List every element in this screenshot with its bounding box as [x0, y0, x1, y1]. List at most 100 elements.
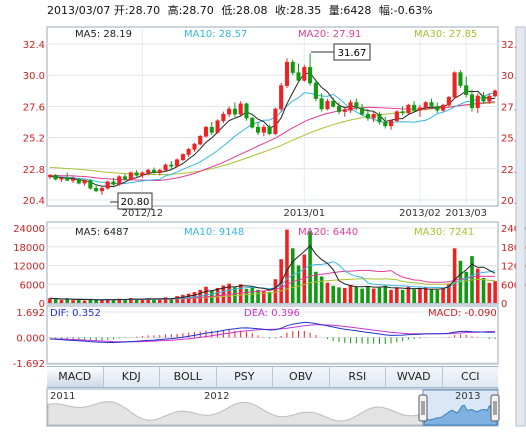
candle-body: [388, 120, 394, 127]
annotation-high-label: 31.67: [338, 48, 367, 59]
volume-bar: [314, 271, 318, 303]
candle: [157, 168, 162, 176]
annotation-low-label: 20.80: [121, 197, 150, 208]
tab-psy[interactable]: PSY: [217, 367, 273, 387]
candle-body: [111, 181, 116, 185]
candle: [175, 158, 180, 168]
tab-rsi[interactable]: RSI: [330, 367, 386, 387]
navigator-handle-right[interactable]: [490, 394, 500, 422]
candle: [284, 58, 289, 89]
volume-bar: [493, 281, 497, 303]
macd-lines: [49, 321, 496, 343]
volume-y-tick-left: 18000: [13, 243, 45, 254]
candle-body: [446, 97, 451, 106]
candle: [53, 174, 58, 181]
volume-bar: [262, 291, 266, 303]
candle-body: [186, 149, 191, 155]
candle: [250, 116, 255, 129]
candle: [475, 93, 480, 113]
candle-body: [464, 85, 469, 95]
candle: [117, 175, 122, 186]
candle: [215, 119, 220, 134]
tab-boll[interactable]: BOLL: [160, 367, 217, 387]
volume-bar: [429, 289, 434, 303]
volume-bar: [360, 288, 364, 303]
candle-body: [452, 72, 457, 98]
vol-legend-ma20: MA20: 6440: [298, 227, 358, 238]
candle: [313, 80, 318, 102]
candle-body: [313, 82, 318, 99]
price-y-tick-right: 22.8: [501, 165, 523, 176]
price-y-tick-right: 20.4: [501, 196, 523, 207]
navigator-handle-left[interactable]: [418, 394, 428, 422]
legend-ma10: MA10: 28.57: [184, 29, 247, 40]
volume-bar: [152, 299, 156, 303]
candle-body: [400, 111, 405, 114]
tab-kdj[interactable]: KDJ: [104, 367, 160, 387]
tab-obv[interactable]: OBV: [273, 367, 330, 387]
volume-bar: [59, 299, 64, 303]
macd-legend: DIF: 0.352 DEA: 0.396 MACD: -0.090: [50, 308, 497, 319]
candle-body: [302, 67, 307, 81]
candle: [65, 172, 70, 181]
price-panel-frame: [46, 26, 499, 207]
candle-body: [250, 117, 255, 128]
candle-body: [163, 164, 168, 171]
candle-body: [331, 100, 336, 107]
candle: [273, 107, 278, 135]
macd-legend-dif: DIF: 0.352: [50, 308, 101, 319]
candle: [394, 110, 399, 122]
candle-body: [429, 102, 434, 107]
volume-y-tick-right: 6000: [501, 280, 526, 291]
volume-bar: [175, 296, 179, 303]
navigator-label-2011: 2011: [50, 391, 75, 402]
candle: [279, 83, 284, 112]
volume-bar: [337, 287, 341, 303]
volume-bar: [250, 288, 255, 303]
tab-cci[interactable]: CCI: [460, 370, 480, 383]
macd-y-tick: 1.692: [16, 308, 45, 319]
volume-y-tick-right: 18000: [501, 243, 526, 254]
volume-bar: [77, 299, 81, 303]
volume-bar: [302, 254, 307, 303]
volume-bar: [395, 287, 399, 303]
candle-body: [493, 90, 498, 97]
volume-bar: [354, 286, 359, 303]
candle-body: [256, 126, 261, 133]
candle-body: [82, 180, 87, 184]
volume-bar: [319, 276, 324, 303]
volume-bar: [279, 259, 283, 303]
candle-body: [99, 188, 104, 192]
legend-ma30: MA30: 27.85: [414, 29, 477, 40]
macd-grid: [47, 311, 498, 364]
volume-bar: [452, 248, 457, 303]
candle: [360, 103, 365, 116]
volume-bar: [146, 298, 150, 303]
candle: [169, 161, 174, 169]
candle-body: [169, 164, 174, 167]
candle: [441, 103, 446, 112]
volume-bar: [423, 287, 428, 303]
right-scrollbar[interactable]: [515, 26, 526, 427]
candle: [232, 102, 237, 117]
candle-body: [180, 154, 185, 160]
candle: [308, 53, 313, 86]
volume-legend: MA5: 6487 MA10: 9148 MA20: 6440 MA30: 72…: [75, 227, 474, 238]
candle-body: [273, 108, 278, 134]
volume-bar: [238, 284, 243, 303]
macd-y-tick: 0.000: [16, 334, 45, 345]
candle-body: [279, 85, 284, 110]
price-x-tick: 2013/03: [445, 208, 487, 219]
volume-bar: [169, 298, 174, 303]
tab-wvad[interactable]: WVAD: [386, 367, 443, 387]
candle-body: [221, 113, 226, 121]
volume-bar: [464, 271, 468, 303]
annotation-low: 20.80: [110, 192, 153, 210]
volume-bar: [105, 298, 110, 303]
tab-macd[interactable]: MACD: [47, 367, 104, 387]
navigator-label-2013: 2013: [455, 391, 480, 402]
candle: [256, 122, 261, 135]
candle-body: [238, 103, 243, 115]
candle-body: [232, 108, 237, 115]
